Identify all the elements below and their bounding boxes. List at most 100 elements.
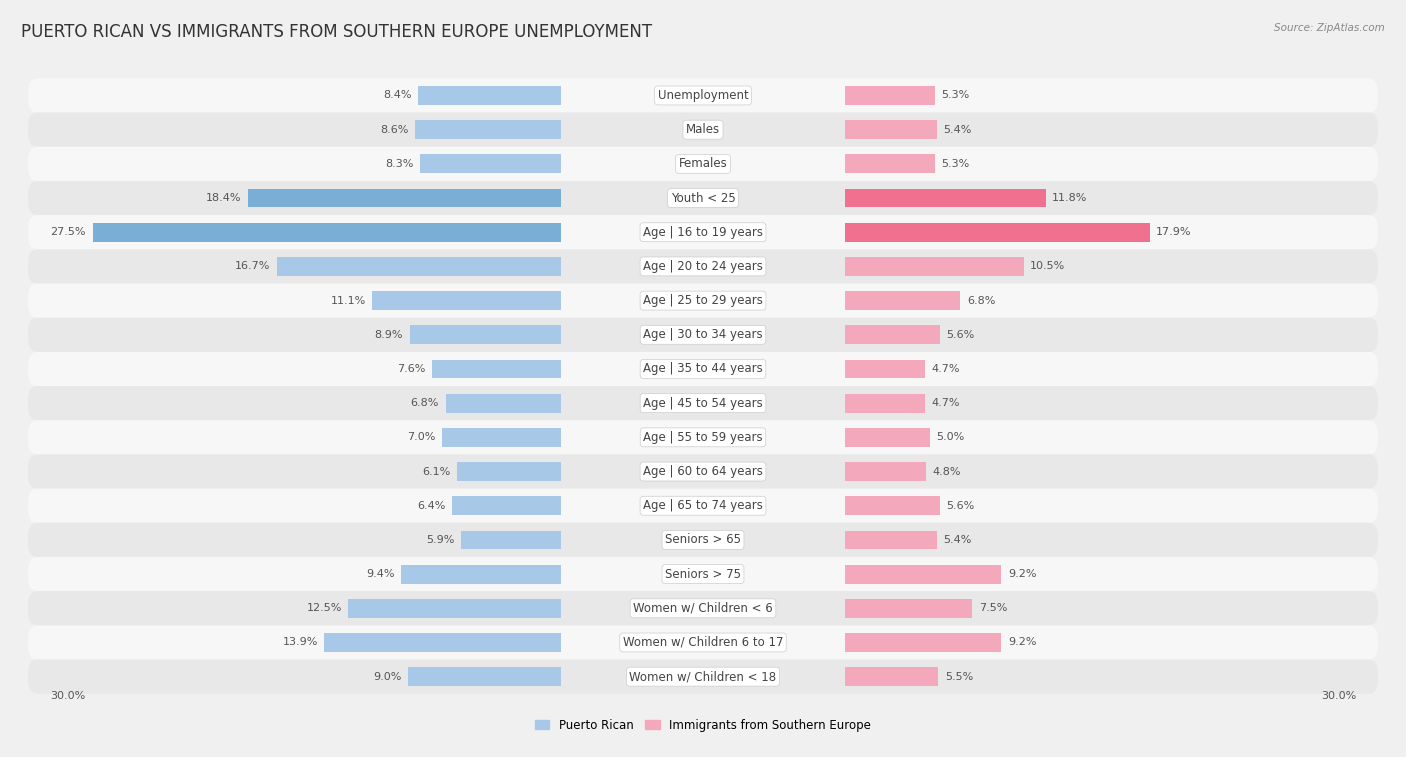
FancyBboxPatch shape (28, 147, 1378, 181)
FancyBboxPatch shape (28, 420, 1378, 454)
Bar (373, 291, 561, 310)
Bar (409, 326, 561, 344)
Bar (845, 120, 936, 139)
FancyBboxPatch shape (28, 215, 1378, 249)
Text: 5.6%: 5.6% (946, 500, 974, 511)
Text: 6.1%: 6.1% (423, 466, 451, 477)
Bar (420, 154, 561, 173)
Bar (457, 462, 561, 481)
Bar (845, 531, 936, 550)
Text: 7.6%: 7.6% (396, 364, 426, 374)
Text: Seniors > 65: Seniors > 65 (665, 534, 741, 547)
Text: 10.5%: 10.5% (1031, 261, 1066, 272)
Text: 9.2%: 9.2% (1008, 637, 1036, 647)
Bar (93, 223, 561, 241)
Bar (415, 120, 561, 139)
Text: Women w/ Children < 6: Women w/ Children < 6 (633, 602, 773, 615)
Text: 12.5%: 12.5% (307, 603, 342, 613)
Text: 9.2%: 9.2% (1008, 569, 1036, 579)
FancyBboxPatch shape (28, 79, 1378, 113)
Text: Age | 20 to 24 years: Age | 20 to 24 years (643, 260, 763, 273)
Text: 4.8%: 4.8% (934, 466, 962, 477)
Text: Source: ZipAtlas.com: Source: ZipAtlas.com (1274, 23, 1385, 33)
Text: 30.0%: 30.0% (49, 691, 86, 701)
Text: 8.9%: 8.9% (374, 330, 404, 340)
Text: 5.4%: 5.4% (943, 535, 972, 545)
Bar (845, 497, 941, 515)
FancyBboxPatch shape (28, 557, 1378, 591)
Text: 8.6%: 8.6% (380, 125, 408, 135)
FancyBboxPatch shape (28, 523, 1378, 557)
Bar (247, 188, 561, 207)
Bar (432, 360, 561, 378)
Text: 8.4%: 8.4% (384, 91, 412, 101)
Bar (845, 154, 935, 173)
Bar (461, 531, 561, 550)
FancyBboxPatch shape (28, 488, 1378, 523)
Text: Seniors > 75: Seniors > 75 (665, 568, 741, 581)
Text: 4.7%: 4.7% (931, 364, 960, 374)
FancyBboxPatch shape (28, 454, 1378, 488)
Text: 6.4%: 6.4% (418, 500, 446, 511)
Bar (845, 565, 1001, 584)
Bar (845, 291, 960, 310)
Text: Age | 16 to 19 years: Age | 16 to 19 years (643, 226, 763, 238)
Bar (845, 188, 1046, 207)
Text: 7.5%: 7.5% (979, 603, 1007, 613)
FancyBboxPatch shape (28, 352, 1378, 386)
Text: Age | 35 to 44 years: Age | 35 to 44 years (643, 363, 763, 375)
Bar (845, 86, 935, 105)
FancyBboxPatch shape (28, 591, 1378, 625)
Text: 27.5%: 27.5% (51, 227, 86, 237)
Text: 8.3%: 8.3% (385, 159, 413, 169)
Bar (845, 223, 1150, 241)
Bar (325, 633, 561, 652)
Text: PUERTO RICAN VS IMMIGRANTS FROM SOUTHERN EUROPE UNEMPLOYMENT: PUERTO RICAN VS IMMIGRANTS FROM SOUTHERN… (21, 23, 652, 41)
Bar (845, 667, 938, 686)
Bar (845, 428, 929, 447)
Text: 11.8%: 11.8% (1052, 193, 1088, 203)
Bar (845, 462, 927, 481)
Text: 30.0%: 30.0% (1320, 691, 1357, 701)
Bar (349, 599, 561, 618)
Text: 5.4%: 5.4% (943, 125, 972, 135)
FancyBboxPatch shape (28, 659, 1378, 693)
Bar (277, 257, 561, 276)
Text: Females: Females (679, 157, 727, 170)
Text: 5.0%: 5.0% (936, 432, 965, 442)
FancyBboxPatch shape (28, 181, 1378, 215)
Bar (453, 497, 561, 515)
Text: Unemployment: Unemployment (658, 89, 748, 102)
FancyBboxPatch shape (28, 249, 1378, 284)
Text: Age | 65 to 74 years: Age | 65 to 74 years (643, 499, 763, 512)
Text: Age | 45 to 54 years: Age | 45 to 54 years (643, 397, 763, 410)
Bar (446, 394, 561, 413)
Text: 5.3%: 5.3% (942, 159, 970, 169)
Legend: Puerto Rican, Immigrants from Southern Europe: Puerto Rican, Immigrants from Southern E… (530, 714, 876, 737)
Text: 16.7%: 16.7% (235, 261, 270, 272)
Bar (845, 257, 1024, 276)
Text: 4.7%: 4.7% (931, 398, 960, 408)
Text: 5.9%: 5.9% (426, 535, 454, 545)
Text: Age | 25 to 29 years: Age | 25 to 29 years (643, 294, 763, 307)
Text: Women w/ Children < 18: Women w/ Children < 18 (630, 670, 776, 683)
Text: 5.6%: 5.6% (946, 330, 974, 340)
FancyBboxPatch shape (28, 284, 1378, 318)
Bar (845, 599, 973, 618)
Bar (845, 633, 1001, 652)
Text: 5.5%: 5.5% (945, 671, 973, 681)
Text: 11.1%: 11.1% (330, 295, 366, 306)
Text: Males: Males (686, 123, 720, 136)
Text: 6.8%: 6.8% (411, 398, 439, 408)
Bar (845, 394, 925, 413)
Text: Age | 60 to 64 years: Age | 60 to 64 years (643, 465, 763, 478)
Bar (845, 326, 941, 344)
FancyBboxPatch shape (28, 625, 1378, 659)
Text: 18.4%: 18.4% (205, 193, 242, 203)
Bar (441, 428, 561, 447)
FancyBboxPatch shape (28, 386, 1378, 420)
Text: 13.9%: 13.9% (283, 637, 318, 647)
Text: 9.4%: 9.4% (366, 569, 395, 579)
Text: Age | 55 to 59 years: Age | 55 to 59 years (643, 431, 763, 444)
Text: Youth < 25: Youth < 25 (671, 192, 735, 204)
